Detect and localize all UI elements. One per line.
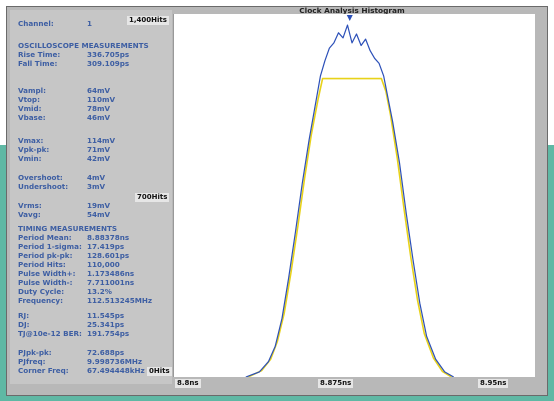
- measurement-row-osc: Rise Time: 336.705ps: [18, 50, 129, 59]
- measurement-value: 42mV: [87, 154, 111, 163]
- y-tick-label-min: 0Hits: [147, 367, 172, 376]
- measurement-value: 72.688ps: [87, 348, 125, 357]
- measurement-row-timing: Pulse Width-: 7.711001ns: [18, 278, 134, 287]
- measurement-label: Corner Freq:: [18, 366, 69, 375]
- measurement-label: PJfreq:: [18, 357, 46, 366]
- measurement-label: Period 1-sigma:: [18, 242, 82, 251]
- measurement-value: 25.341ps: [87, 320, 125, 329]
- timing-section-title: TIMING MEASUREMENTS: [18, 224, 118, 233]
- measurement-row-timing: Frequency: 112.513245MHz: [18, 296, 152, 305]
- measurement-label: Pulse Width-:: [18, 278, 73, 287]
- histogram-series-line: [247, 77, 452, 378]
- measurement-value: 4mV: [87, 173, 106, 182]
- measurement-label: Vbase:: [18, 113, 46, 122]
- measurement-label: TJ@10e-12 BER:: [18, 329, 82, 338]
- measurement-value: 64mV: [87, 86, 111, 95]
- measurement-row-pj: PJpk-pk: 72.688ps: [18, 348, 124, 357]
- histogram-series-line: [245, 24, 454, 378]
- measurement-value: 191.754ps: [87, 329, 130, 338]
- measurement-value: 114mV: [87, 136, 116, 145]
- x-tick-label-center: 8.875ns: [318, 379, 354, 388]
- measurement-label: Period Mean:: [18, 233, 72, 242]
- measurement-row-volts2: Vmax: 114mV: [18, 136, 115, 145]
- measurement-row-pj: Corner Freq: 67.494448kHz: [18, 366, 145, 375]
- y-tick-label-mid: 700Hits: [135, 193, 170, 202]
- measurement-label: Period pk-pk:: [18, 251, 73, 260]
- measurement-row-shoot: Overshoot: 4mV: [18, 173, 105, 182]
- measurement-value: 13.2%: [87, 287, 112, 296]
- measurement-value: 1.173486ns: [87, 269, 135, 278]
- measurement-row-shoot: Undershoot: 3mV: [18, 182, 105, 191]
- measurement-value: 54mV: [87, 210, 111, 219]
- peak-marker-icon: [346, 15, 353, 21]
- measurement-value: 7.711001ns: [87, 278, 135, 287]
- measurement-row-jitter: RJ: 11.545ps: [18, 311, 124, 320]
- histogram-plot-area: [173, 14, 535, 378]
- measurement-row-jitter: TJ@10e-12 BER: 191.754ps: [18, 329, 129, 338]
- measurement-label: Vavg:: [18, 210, 41, 219]
- measurement-label: Overshoot:: [18, 173, 63, 182]
- measurement-row-timing: Period Mean: 8.88378ns: [18, 233, 129, 242]
- measurement-row-pj: PJfreq: 9.998736MHz: [18, 357, 142, 366]
- measurement-label: Pulse Width+:: [18, 269, 76, 278]
- chart-title: Clock Analysis Histogram: [299, 6, 405, 15]
- measurement-label: Undershoot:: [18, 182, 69, 191]
- measurement-label: Vmin:: [18, 154, 42, 163]
- measurement-row-jitter: DJ: 25.341ps: [18, 320, 124, 329]
- measurement-value: 128.601ps: [87, 251, 130, 260]
- measurement-label: Period Hits:: [18, 260, 66, 269]
- measurement-row-timing: Duty Cycle: 13.2%: [18, 287, 112, 296]
- measurement-value: 17.419ps: [87, 242, 125, 251]
- measurement-value: 110,000: [87, 260, 120, 269]
- measurement-row-volts1: Vmid: 78mV: [18, 104, 110, 113]
- channel-row: Channel: 1: [18, 19, 92, 28]
- measurement-value: 3mV: [87, 182, 106, 191]
- x-tick-label-start: 8.8ns: [175, 379, 201, 388]
- measurement-label: Vpk-pk:: [18, 145, 50, 154]
- measurement-value: 46mV: [87, 113, 111, 122]
- measurement-label: Rise Time:: [18, 50, 61, 59]
- measurement-value: 112.513245MHz: [87, 296, 153, 305]
- measurement-label: Frequency:: [18, 296, 63, 305]
- measurement-value: 19mV: [87, 201, 111, 210]
- measurement-label: DJ:: [18, 320, 30, 329]
- measurement-value: 78mV: [87, 104, 111, 113]
- measurement-row-volts1: Vtop: 110mV: [18, 95, 115, 104]
- measurement-row-rms: Vavg: 54mV: [18, 210, 110, 219]
- measurement-label: Vmid:: [18, 104, 42, 113]
- histogram-chart: [245, 15, 454, 378]
- measurement-row-volts2: Vpk-pk: 71mV: [18, 145, 110, 154]
- measurement-row-timing: Period Hits: 110,000: [18, 260, 120, 269]
- measurement-row-osc: Fall Time: 309.109ps: [18, 59, 129, 68]
- measurement-row-volts2: Vmin: 42mV: [18, 154, 110, 163]
- measurement-label: Vampl:: [18, 86, 46, 95]
- measurement-value: 11.545ps: [87, 311, 125, 320]
- measurement-label: Vtop:: [18, 95, 40, 104]
- measurement-row-timing: Period 1-sigma: 17.419ps: [18, 242, 124, 251]
- measurement-row-rms: Vrms: 19mV: [18, 201, 110, 210]
- measurement-value: 71mV: [87, 145, 111, 154]
- measurement-row-timing: Period pk-pk: 128.601ps: [18, 251, 129, 260]
- measurement-value: 9.998736MHz: [87, 357, 143, 366]
- y-tick-label-max: 1,400Hits: [127, 16, 169, 25]
- x-tick-label-end: 8.95ns: [478, 379, 509, 388]
- measurement-label: RJ:: [18, 311, 30, 320]
- measurement-value: 336.705ps: [87, 50, 130, 59]
- measurement-label: Vrms:: [18, 201, 42, 210]
- measurement-value: 110mV: [87, 95, 116, 104]
- channel-label: Channel:: [18, 19, 54, 28]
- oscilloscope-section-title: OSCILLOSCOPE MEASUREMENTS: [18, 41, 149, 50]
- measurement-row-timing: Pulse Width+: 1.173486ns: [18, 269, 134, 278]
- channel-value: 1: [87, 19, 93, 28]
- measurement-value: 67.494448kHz: [87, 366, 145, 375]
- measurement-label: Vmax:: [18, 136, 44, 145]
- measurement-value: 309.109ps: [87, 59, 130, 68]
- measurement-label: Fall Time:: [18, 59, 58, 68]
- measurement-label: Duty Cycle:: [18, 287, 65, 296]
- measurement-label: PJpk-pk:: [18, 348, 52, 357]
- measurement-value: 8.88378ns: [87, 233, 130, 242]
- measurement-row-volts1: Vampl: 64mV: [18, 86, 110, 95]
- measurement-row-volts1: Vbase: 46mV: [18, 113, 110, 122]
